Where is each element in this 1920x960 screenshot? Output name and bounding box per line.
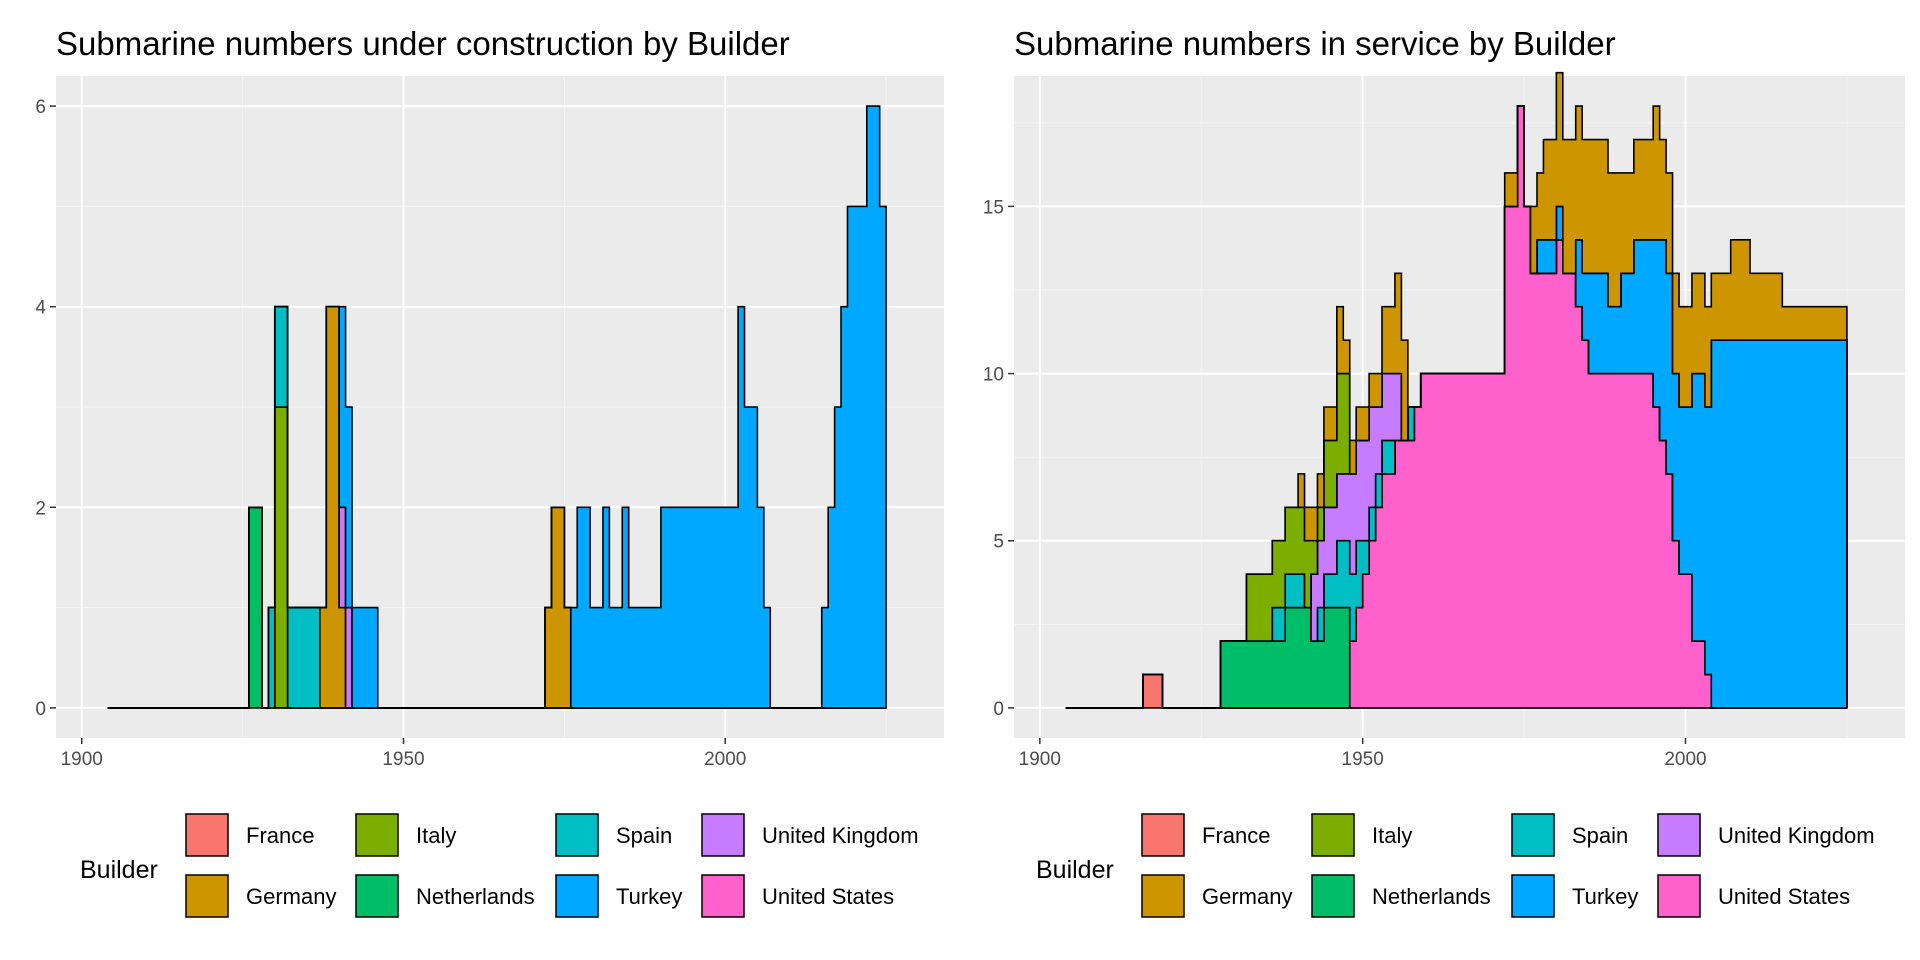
legend-label: France [246, 823, 314, 848]
chart-title: Submarine numbers under construction by … [56, 25, 790, 62]
x-tick-label: 2000 [704, 749, 746, 770]
legend-label: Italy [416, 823, 456, 848]
y-tick-label: 4 [35, 298, 46, 319]
service-legend: Builder France Germany Italy Netherlands Spai… [1036, 813, 1875, 918]
x-tick-label: 1900 [61, 749, 103, 770]
series-germany [1065, 71, 1848, 709]
legend-label: Turkey [616, 884, 682, 909]
y-tick-label: 5 [993, 532, 1004, 553]
series-turkey [107, 105, 887, 709]
construction-chart: Submarine numbers under construction by … [35, 25, 944, 770]
legend-key [1511, 813, 1555, 857]
legend-label: Turkey [1572, 884, 1638, 909]
legend-label: Germany [1202, 884, 1292, 909]
legend-key [185, 813, 229, 857]
y-tick-label: 15 [983, 197, 1004, 218]
legend-key [555, 813, 599, 857]
legend-label: United States [1718, 884, 1850, 909]
legend-label: Spain [1572, 823, 1628, 848]
legend-item-united-states: United States [701, 874, 894, 918]
legend-label: United States [762, 884, 894, 909]
legend-key [701, 813, 745, 857]
legend-key [355, 874, 399, 918]
legend-item-netherlands: Netherlands [1311, 874, 1491, 918]
legend-key [701, 874, 745, 918]
x-tick-label: 1950 [1342, 749, 1384, 770]
legend-key [1511, 874, 1555, 918]
legend-key [1657, 874, 1701, 918]
legend-item-united-states: United States [1657, 874, 1850, 918]
legend-label: Germany [246, 884, 336, 909]
legend-label: Netherlands [1372, 884, 1491, 909]
legend-item-italy: Italy [355, 813, 456, 857]
legend-label: France [1202, 823, 1270, 848]
legend-item-spain: Spain [555, 813, 672, 857]
legend-item-united-kingdom: United Kingdom [701, 813, 919, 857]
legend-label: United Kingdom [762, 823, 919, 848]
legend-key [555, 874, 599, 918]
y-tick-label: 0 [35, 699, 46, 720]
legend-item-germany: Germany [185, 874, 336, 918]
legend-key [1141, 874, 1185, 918]
service-chart: Submarine numbers in service by Builder 1… [983, 25, 1905, 770]
legend-item-united-kingdom: United Kingdom [1657, 813, 1875, 857]
legend-item-germany: Germany [1141, 874, 1292, 918]
legend-item-turkey: Turkey [555, 874, 682, 918]
legend-item-netherlands: Netherlands [355, 874, 535, 918]
y-tick-label: 6 [35, 97, 46, 118]
legend-label: Spain [616, 823, 672, 848]
x-tick-label: 1950 [382, 749, 424, 770]
y-tick-label: 0 [993, 699, 1004, 720]
legend-item-france: France [1141, 813, 1270, 857]
legend-key [1311, 874, 1355, 918]
x-tick-label: 1900 [1019, 749, 1061, 770]
legend-item-france: France [185, 813, 314, 857]
legend-label: Italy [1372, 823, 1412, 848]
legend-item-italy: Italy [1311, 813, 1412, 857]
chart-title: Submarine numbers in service by Builder [1014, 25, 1616, 62]
legend-label: United Kingdom [1718, 823, 1875, 848]
legend-title: Builder [80, 856, 158, 884]
legend-key [185, 874, 229, 918]
legend-title: Builder [1036, 856, 1114, 884]
legend-label: Netherlands [416, 884, 535, 909]
legend-key [1657, 813, 1701, 857]
x-tick-label: 2000 [1664, 749, 1706, 770]
y-tick-label: 2 [35, 498, 46, 519]
y-tick-label: 10 [983, 365, 1004, 386]
legend-key [1141, 813, 1185, 857]
legend-item-spain: Spain [1511, 813, 1628, 857]
legend-item-turkey: Turkey [1511, 874, 1638, 918]
legend-key [355, 813, 399, 857]
construction-legend: Builder France Germany Italy Netherlands Spai… [80, 813, 919, 918]
legend-key [1311, 813, 1355, 857]
